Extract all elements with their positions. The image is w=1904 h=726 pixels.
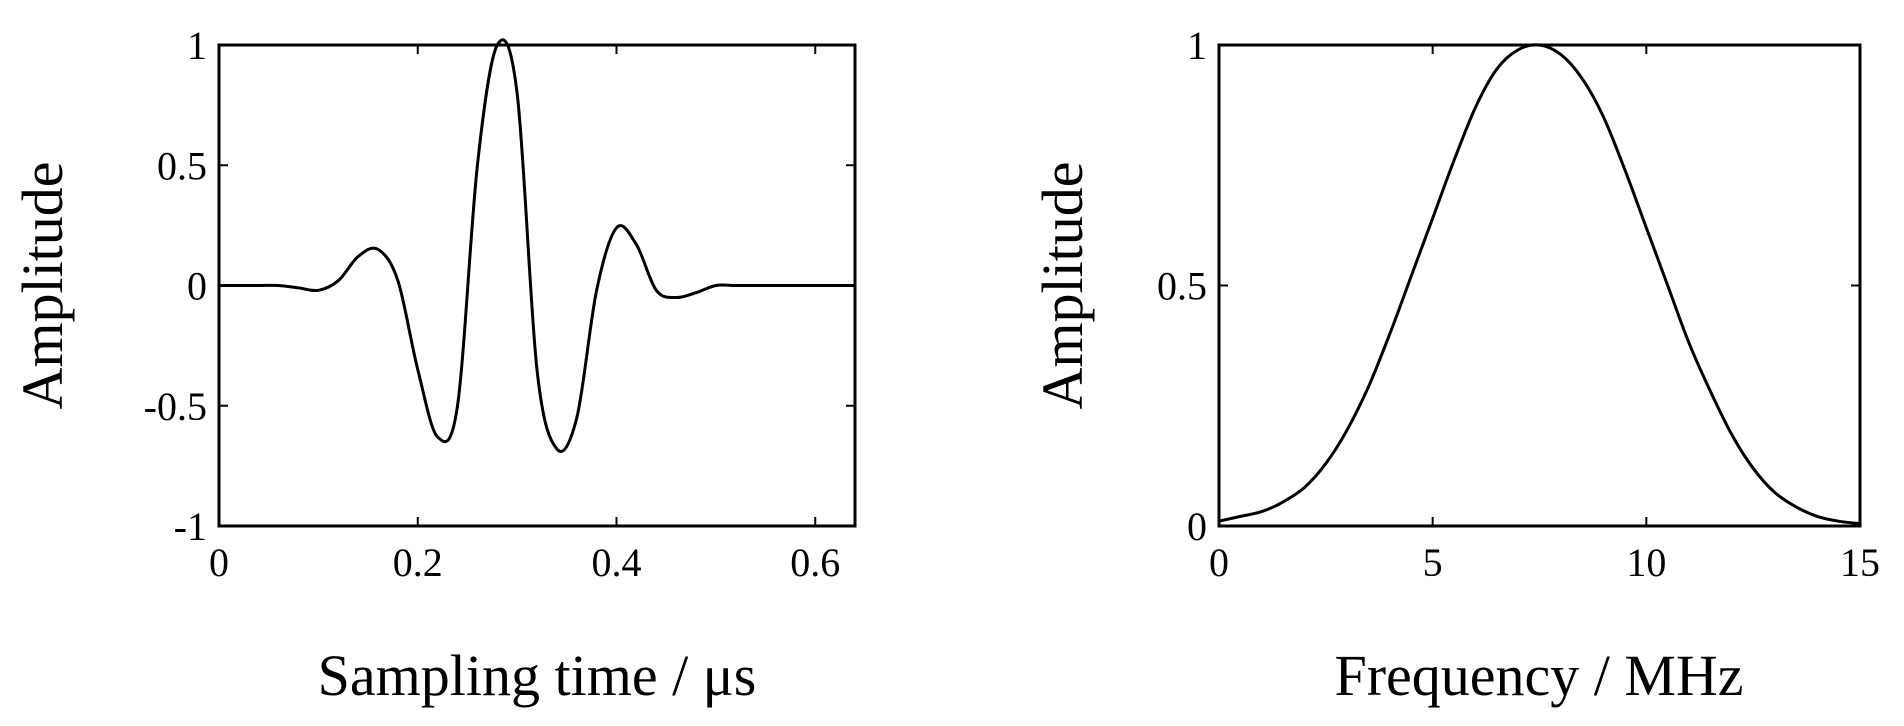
- time-x-tick-label: 0.4: [592, 540, 642, 585]
- time-x-tick-label: 0: [209, 540, 229, 585]
- time-x-axis-label: Sampling time / μs: [318, 643, 757, 708]
- freq-y-tick-label: 1: [1187, 23, 1207, 68]
- freq-series-line: [1218, 43, 1861, 526]
- freq-x-tick-label: 5: [1423, 540, 1443, 585]
- freq-y-axis-label: Amplitude: [1030, 161, 1095, 409]
- freq-x-tick-label: 10: [1626, 540, 1666, 585]
- freq-x-axis-label: Frequency / MHz: [1334, 643, 1743, 708]
- frequency-spectrum-plot: 0 5 10 15 0 0.5 1 Frequency / MHz Amplitude: [1030, 23, 1880, 708]
- time-y-axis-label: Amplitude: [10, 161, 75, 409]
- freq-y-tick-label: 0.5: [1157, 264, 1207, 309]
- time-series-line: [218, 38, 855, 453]
- time-y-tick-label: -1: [174, 504, 207, 549]
- freq-y-tick-label: 0: [1187, 504, 1207, 549]
- time-y-tick-label: 0: [187, 264, 207, 309]
- time-y-tick-label: -0.5: [144, 384, 207, 429]
- time-x-tick-label: 0.2: [393, 540, 443, 585]
- time-y-tick-label: 0.5: [157, 143, 207, 188]
- time-x-tick-label: 0.6: [790, 540, 840, 585]
- time-domain-plot: 0 0.2 0.4 0.6 -1 -0.5 0 0.5 1 Sampling time / μs A…: [10, 23, 857, 708]
- freq-x-tick-label: 15: [1840, 540, 1880, 585]
- time-y-tick-label: 1: [187, 23, 207, 68]
- freq-x-tick-label: 0: [1209, 540, 1229, 585]
- freq-plot-frame: [1217, 43, 1862, 528]
